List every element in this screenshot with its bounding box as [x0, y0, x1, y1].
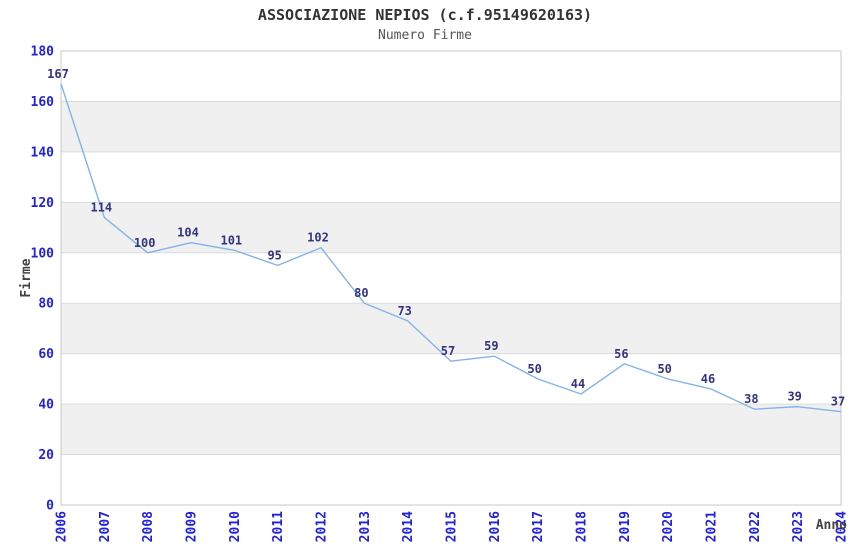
data-label: 50 [527, 362, 541, 376]
plot-band [61, 404, 841, 455]
plot-band [61, 51, 841, 102]
data-label: 50 [657, 362, 671, 376]
x-tick-label: 2010 [228, 511, 243, 542]
data-label: 104 [177, 226, 199, 240]
x-tick-label: 2006 [55, 511, 70, 542]
y-tick-label: 0 [46, 499, 54, 514]
y-tick-label: 120 [31, 196, 55, 211]
x-tick-label: 2007 [98, 511, 113, 542]
y-tick-label: 100 [31, 246, 55, 261]
plot-band [61, 454, 841, 505]
plot-band [61, 303, 841, 354]
y-tick-label: 60 [38, 347, 54, 362]
plot-band [61, 151, 841, 203]
x-tick-label: 2014 [401, 511, 416, 542]
y-axis-title: Firme [19, 258, 34, 297]
data-label: 44 [571, 377, 585, 391]
data-label: 101 [220, 233, 242, 247]
y-tick-label: 160 [31, 95, 55, 110]
y-tick-label: 20 [38, 448, 54, 463]
plot-band [61, 353, 841, 405]
data-label: 114 [90, 200, 112, 214]
data-label: 100 [134, 236, 156, 250]
x-tick-label: 2012 [315, 511, 330, 542]
data-label: 80 [354, 286, 368, 300]
chart-title: ASSOCIAZIONE NEPIOS (c.f.95149620163) [257, 6, 593, 24]
plot-band [61, 101, 841, 152]
x-tick-label: 2024 [835, 511, 850, 542]
data-label: 59 [484, 339, 498, 353]
y-tick-label: 140 [31, 145, 55, 160]
x-tick-label: 2009 [185, 511, 200, 542]
data-label: 73 [397, 304, 411, 318]
y-tick-label: 180 [31, 45, 55, 60]
x-tick-label: 2016 [488, 511, 503, 542]
x-tick-label: 2017 [531, 511, 546, 542]
x-tick-label: 2018 [575, 511, 590, 542]
x-tick-label: 2015 [445, 511, 460, 542]
x-tick-label: 2013 [358, 511, 373, 542]
x-tick-label: 2019 [618, 511, 633, 542]
data-label: 39 [787, 390, 801, 404]
data-line [60, 83, 842, 413]
x-tick-label: 2023 [791, 511, 806, 542]
x-axis-title: Anno [816, 518, 847, 533]
x-tick-label: 2008 [141, 511, 156, 542]
plot-band [61, 202, 841, 253]
data-label: 95 [267, 248, 281, 262]
chart-subtitle: Numero Firme [378, 28, 472, 43]
y-tick-label: 80 [38, 297, 54, 312]
x-tick-label: 2021 [705, 511, 720, 542]
plot-border [60, 50, 842, 506]
x-tick-label: 2011 [271, 511, 286, 542]
data-label: 46 [701, 372, 715, 386]
data-label: 37 [831, 395, 845, 409]
x-tick-label: 2022 [748, 511, 763, 542]
data-label: 167 [47, 67, 69, 81]
y-tick-label: 40 [38, 398, 54, 413]
data-label: 56 [614, 347, 628, 361]
data-label: 102 [307, 231, 329, 245]
x-tick-label: 2020 [661, 511, 676, 542]
data-label: 57 [441, 344, 455, 358]
plot-band [61, 252, 841, 304]
data-label: 38 [744, 392, 758, 406]
